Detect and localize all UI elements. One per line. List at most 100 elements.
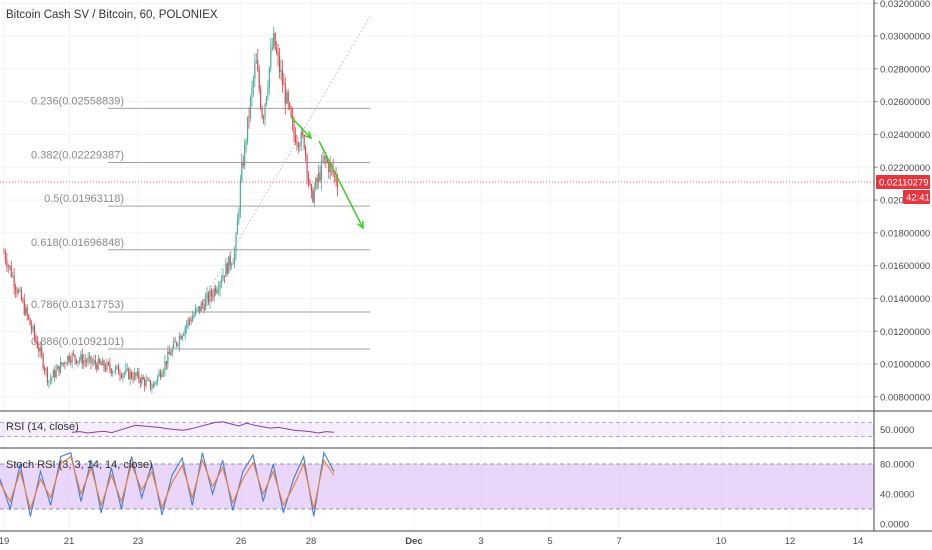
stoch-rsi-indicator-label[interactable]: Stoch RSI (3, 3, 14, 14, close) — [6, 459, 153, 471]
candle-body — [133, 372, 136, 380]
candle-body — [64, 362, 66, 365]
stoch-y-tick-label: 0.0000 — [880, 520, 909, 531]
stoch-line — [0, 455, 335, 511]
candle-body — [65, 363, 67, 365]
candle-body — [57, 365, 59, 370]
candle-body — [323, 155, 326, 162]
candle-body — [300, 131, 302, 146]
x-tick-label: 21 — [64, 536, 75, 547]
trend-arrow-short-head — [304, 131, 313, 140]
y-tick-label: 0.01400000 — [880, 294, 930, 305]
candle-body — [241, 162, 243, 181]
candle-body — [306, 155, 308, 176]
candle-body — [223, 275, 225, 277]
candle-body — [131, 372, 133, 378]
candle-body — [119, 374, 121, 376]
candle-body — [170, 354, 172, 356]
candle-body — [283, 84, 285, 86]
candle-body — [296, 143, 298, 145]
candle-body — [307, 175, 310, 182]
candle-body — [264, 104, 266, 119]
stoch-band — [0, 464, 874, 509]
candle-body — [71, 353, 73, 363]
candle-body — [109, 363, 111, 370]
candle-body — [180, 336, 182, 340]
candle-body — [3, 252, 5, 254]
candle-body — [177, 344, 179, 346]
x-tick-label: 5 — [547, 536, 552, 547]
candle-body — [171, 348, 173, 355]
candle-body — [316, 178, 318, 182]
candle-body — [161, 374, 163, 378]
stoch-y-tick-label: 40.0000 — [880, 490, 914, 501]
candle-body — [328, 161, 330, 173]
candle-body — [287, 92, 289, 104]
price-candles — [3, 26, 339, 394]
candle-body — [155, 381, 157, 383]
x-tick-label: 3 — [478, 536, 483, 547]
candle-body — [249, 97, 252, 118]
candle-body — [200, 303, 202, 312]
y-tick-label: 0.02800000 — [880, 64, 930, 75]
candle-body — [276, 49, 278, 53]
candle-body — [78, 359, 80, 361]
trend-arrow-long-head — [356, 220, 364, 230]
candle-body — [236, 220, 239, 235]
candle-body — [62, 362, 65, 365]
candle-body — [122, 374, 124, 378]
candle-body — [262, 117, 265, 119]
candle-body — [67, 355, 69, 364]
y-tick-label: 0.01800000 — [880, 228, 930, 239]
candle-body — [218, 288, 220, 291]
candle-body — [254, 63, 256, 79]
x-tick-label: 26 — [236, 536, 247, 547]
fib-level-label: 0.5(0.01963118) — [44, 193, 124, 205]
x-tick-label: 19 — [0, 536, 9, 547]
candle-body — [123, 372, 125, 375]
candle-body — [6, 260, 8, 267]
candle-body — [33, 326, 36, 337]
candle-body — [48, 381, 50, 382]
candle-body — [247, 116, 249, 142]
candle-body — [68, 355, 70, 361]
candle-body — [226, 263, 228, 274]
fib-level-label: 0.382(0.02229387) — [31, 149, 124, 161]
candle-body — [252, 78, 254, 88]
candle-body — [36, 341, 38, 348]
fib-level-label: 0.236(0.02558839) — [31, 95, 124, 107]
x-tick-label: 23 — [133, 536, 144, 547]
stoch-y-tick-label: 80.0000 — [880, 460, 914, 471]
y-tick-label: 0.01000000 — [880, 360, 930, 371]
rsi-y-tick-label: 50.0000 — [880, 425, 914, 436]
candle-body — [29, 318, 31, 326]
candle-body — [46, 368, 49, 382]
candle-body — [93, 360, 95, 363]
candle-body — [290, 107, 292, 117]
candle-body — [99, 358, 101, 363]
candle-body — [206, 293, 208, 299]
candle-body — [110, 369, 112, 374]
candle-body — [84, 360, 86, 362]
candle-body — [225, 263, 227, 277]
candle-body — [242, 162, 244, 166]
candle-body — [106, 362, 108, 370]
candle-body — [315, 178, 317, 189]
drawing-annotations[interactable] — [0, 116, 874, 230]
candle-body — [154, 382, 156, 384]
candle-body — [305, 148, 307, 156]
candle-body — [16, 289, 18, 293]
y-tick-label: 0.02600000 — [880, 97, 930, 108]
candle-body — [235, 234, 237, 253]
candle-body — [39, 347, 41, 352]
candle-body — [313, 188, 315, 203]
fib-retracement[interactable]: 0.236(0.02558839) 0.382(0.02229387) 0.5(0.… — [31, 16, 371, 388]
trend-arrow-short — [290, 116, 312, 139]
candle-body — [61, 362, 63, 365]
rsi-indicator-label[interactable]: RSI (14, close) — [6, 421, 79, 433]
candle-body — [232, 262, 234, 265]
candle-body — [44, 368, 46, 371]
candle-body — [267, 87, 269, 97]
chart-grid — [0, 0, 874, 530]
